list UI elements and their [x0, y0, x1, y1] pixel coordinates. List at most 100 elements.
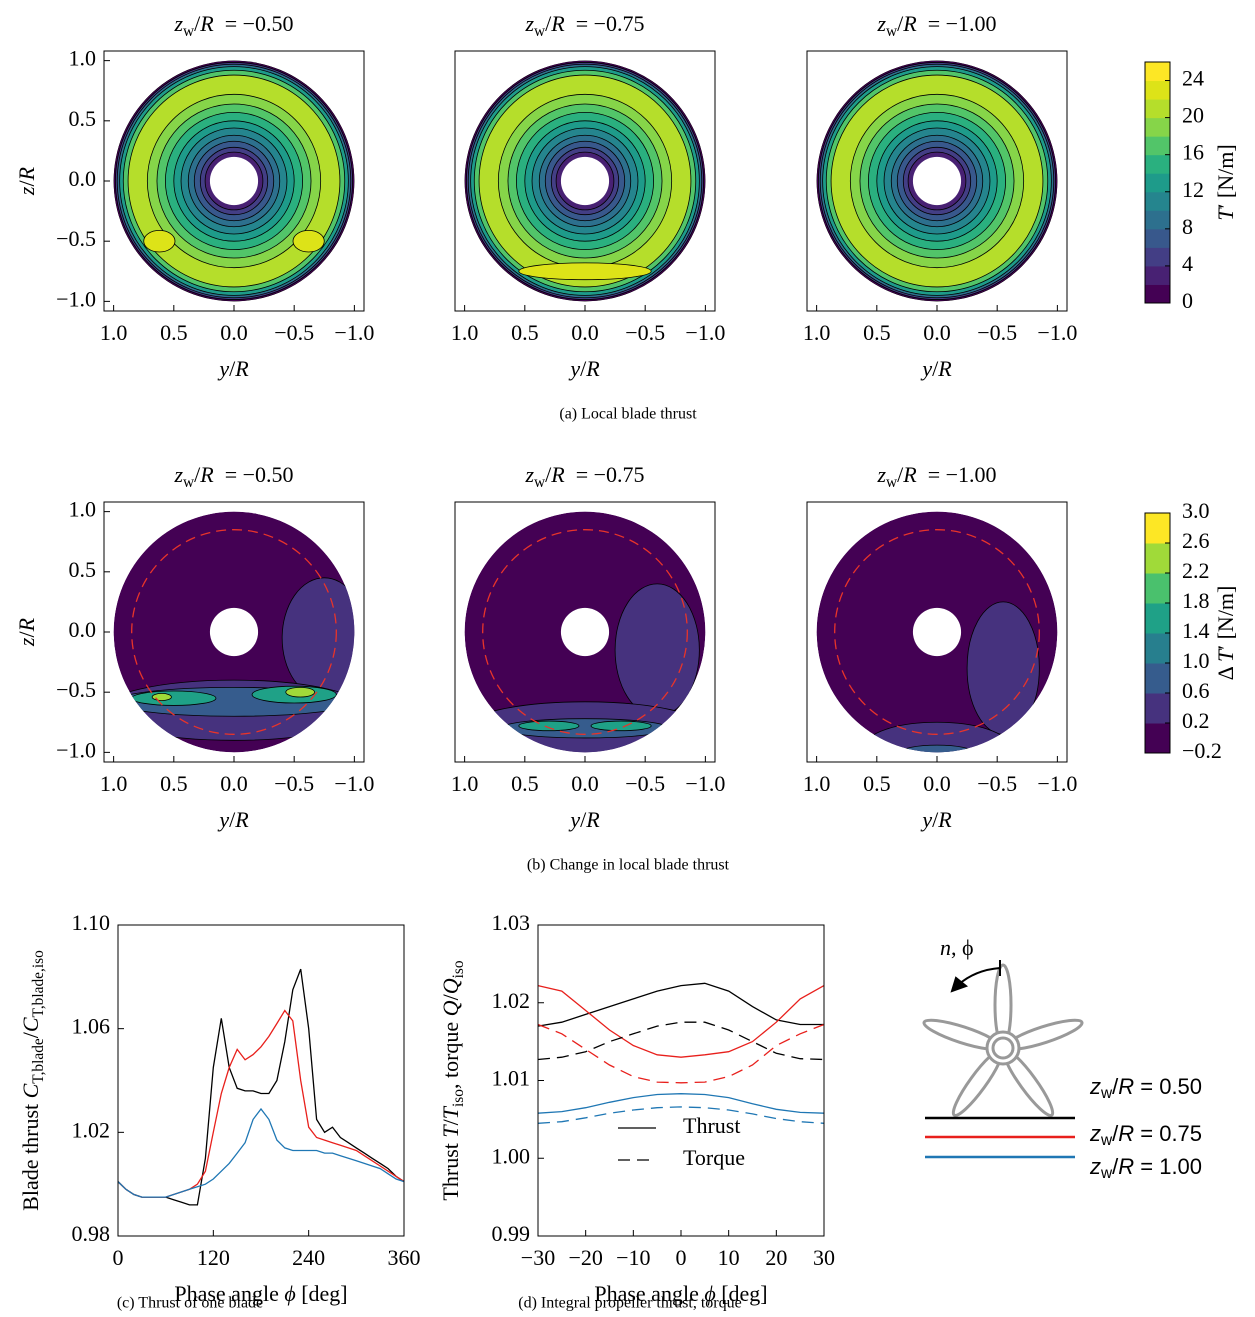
- text-part: T: [438, 1124, 463, 1138]
- contour-region: [143, 229, 176, 253]
- x-tick-label: −0.5: [274, 771, 314, 796]
- colorbar-band: [1145, 723, 1170, 754]
- text-part: y: [920, 356, 932, 381]
- text-part: C: [18, 1083, 43, 1098]
- text-part: y: [568, 356, 580, 381]
- y-tick-label: −0.5: [56, 226, 96, 251]
- colorbar-tick-label: 0: [1182, 288, 1193, 313]
- colorbar-tick-label: 3.0: [1182, 498, 1210, 523]
- colorbar-tick-label: 8: [1182, 214, 1193, 239]
- colorbar-band: [1145, 543, 1170, 574]
- text-part: y: [568, 807, 580, 832]
- text-part: T: [1213, 648, 1238, 662]
- x-tick-label: 0: [676, 1245, 687, 1270]
- x-axis-label: y/R: [217, 356, 249, 381]
- legend-label: Torque: [683, 1145, 745, 1170]
- propeller-sketch: [922, 963, 1084, 1117]
- x-tick-label: 0.0: [923, 320, 951, 345]
- text-part: /: [438, 993, 463, 1000]
- x-tick-label: 1.0: [451, 320, 479, 345]
- x-tick-label: −1.0: [685, 771, 725, 796]
- x-tick-label: −1.0: [334, 771, 374, 796]
- x-tick-label: 0.5: [863, 771, 891, 796]
- panel-title: zw/R = −0.50: [173, 462, 293, 490]
- text-part: Phase angle: [594, 1281, 704, 1306]
- text-part: z: [173, 11, 183, 36]
- y-tick-label: 0.5: [69, 106, 97, 131]
- axes-frame: [454, 501, 716, 763]
- text-part: Thrust: [438, 1138, 463, 1201]
- text-part: z: [1089, 1074, 1101, 1099]
- text-part: ϕ: [284, 1281, 295, 1306]
- text-part: n: [940, 935, 951, 960]
- x-tick-label: 0.0: [571, 771, 599, 796]
- contour-region: [292, 229, 325, 253]
- x-tick-label: 1.0: [100, 320, 128, 345]
- colorbar-label: Δ T′ [N/m]: [1213, 586, 1238, 681]
- x-tick-label: 20: [765, 1245, 787, 1270]
- x-axis-label: Phase angle ϕ [deg]: [174, 1281, 347, 1306]
- text-part: Q: [438, 1000, 463, 1016]
- text-part: R: [234, 356, 249, 381]
- reference-circle: [131, 529, 337, 735]
- text-part: iso: [450, 960, 467, 978]
- text-part: /: [545, 462, 552, 487]
- caption: (a) Local blade thrust: [559, 406, 697, 423]
- text-part: w: [534, 23, 546, 40]
- text-part: = −0.50: [214, 462, 294, 487]
- colorbar-label: T′ [N/m]: [1213, 144, 1238, 220]
- colorbar-band: [1145, 663, 1170, 694]
- x-tick-label: −0.5: [977, 320, 1017, 345]
- y-tick-label: 1.0: [69, 497, 97, 522]
- text-part: T: [438, 1105, 463, 1119]
- contour-field: [113, 511, 355, 753]
- y-tick-label: 1.06: [72, 1014, 111, 1039]
- text-part: R: [550, 462, 565, 487]
- x-tick-label: 30: [813, 1245, 835, 1270]
- y-axis-label: z/R: [14, 166, 39, 196]
- text-part: z: [14, 186, 39, 196]
- colorbar-band: [1145, 284, 1170, 304]
- series-line: [117, 968, 405, 1206]
- hub-inner: [991, 1036, 1015, 1060]
- text-part: R: [1118, 1154, 1134, 1179]
- text-part: R: [1118, 1074, 1134, 1099]
- text-part: /: [194, 462, 201, 487]
- contour-region: [518, 262, 652, 281]
- text-part: Q: [438, 978, 463, 994]
- text-part: ′ [N/m]: [1213, 586, 1238, 650]
- y-tick-label: 0.98: [72, 1221, 111, 1246]
- y-tick-label: 1.0: [69, 46, 97, 71]
- text-part: = 1.00: [1134, 1154, 1202, 1179]
- caption: (d) Integral propeller thrust, torque: [518, 1295, 741, 1312]
- series-line: [537, 982, 824, 1027]
- text-part: z: [524, 11, 534, 36]
- text-part: /: [14, 631, 39, 638]
- colorbar-tick-label: 2.6: [1182, 528, 1210, 553]
- colorbar-tick-label: 2.2: [1182, 558, 1210, 583]
- colorbar-band: [1145, 210, 1170, 230]
- x-tick-label: −10: [616, 1245, 650, 1270]
- contour-region: [518, 720, 580, 732]
- text-part: Phase angle: [174, 1281, 284, 1306]
- text-part: [deg]: [716, 1281, 768, 1306]
- colorbar-band: [1145, 191, 1170, 211]
- text-part: /: [897, 11, 904, 36]
- colorbar-band: [1145, 62, 1170, 82]
- x-tick-label: 240: [292, 1245, 325, 1270]
- colorbar-tick-label: 0.6: [1182, 678, 1210, 703]
- contour-region: [285, 686, 316, 698]
- y-tick-label: −0.5: [56, 677, 96, 702]
- x-tick-label: 0.0: [571, 320, 599, 345]
- x-axis-label: y/R: [568, 807, 600, 832]
- text-part: Blade thrust: [18, 1098, 43, 1210]
- y-tick-label: 1.02: [492, 988, 531, 1013]
- axes-frame: [103, 50, 365, 312]
- x-tick-label: 1.0: [803, 320, 831, 345]
- text-part: z: [1089, 1121, 1101, 1146]
- colorbar-tick-label: 24: [1182, 66, 1204, 91]
- x-tick-label: 0.0: [923, 771, 951, 796]
- text-part: R: [199, 462, 214, 487]
- x-tick-label: −20: [568, 1245, 602, 1270]
